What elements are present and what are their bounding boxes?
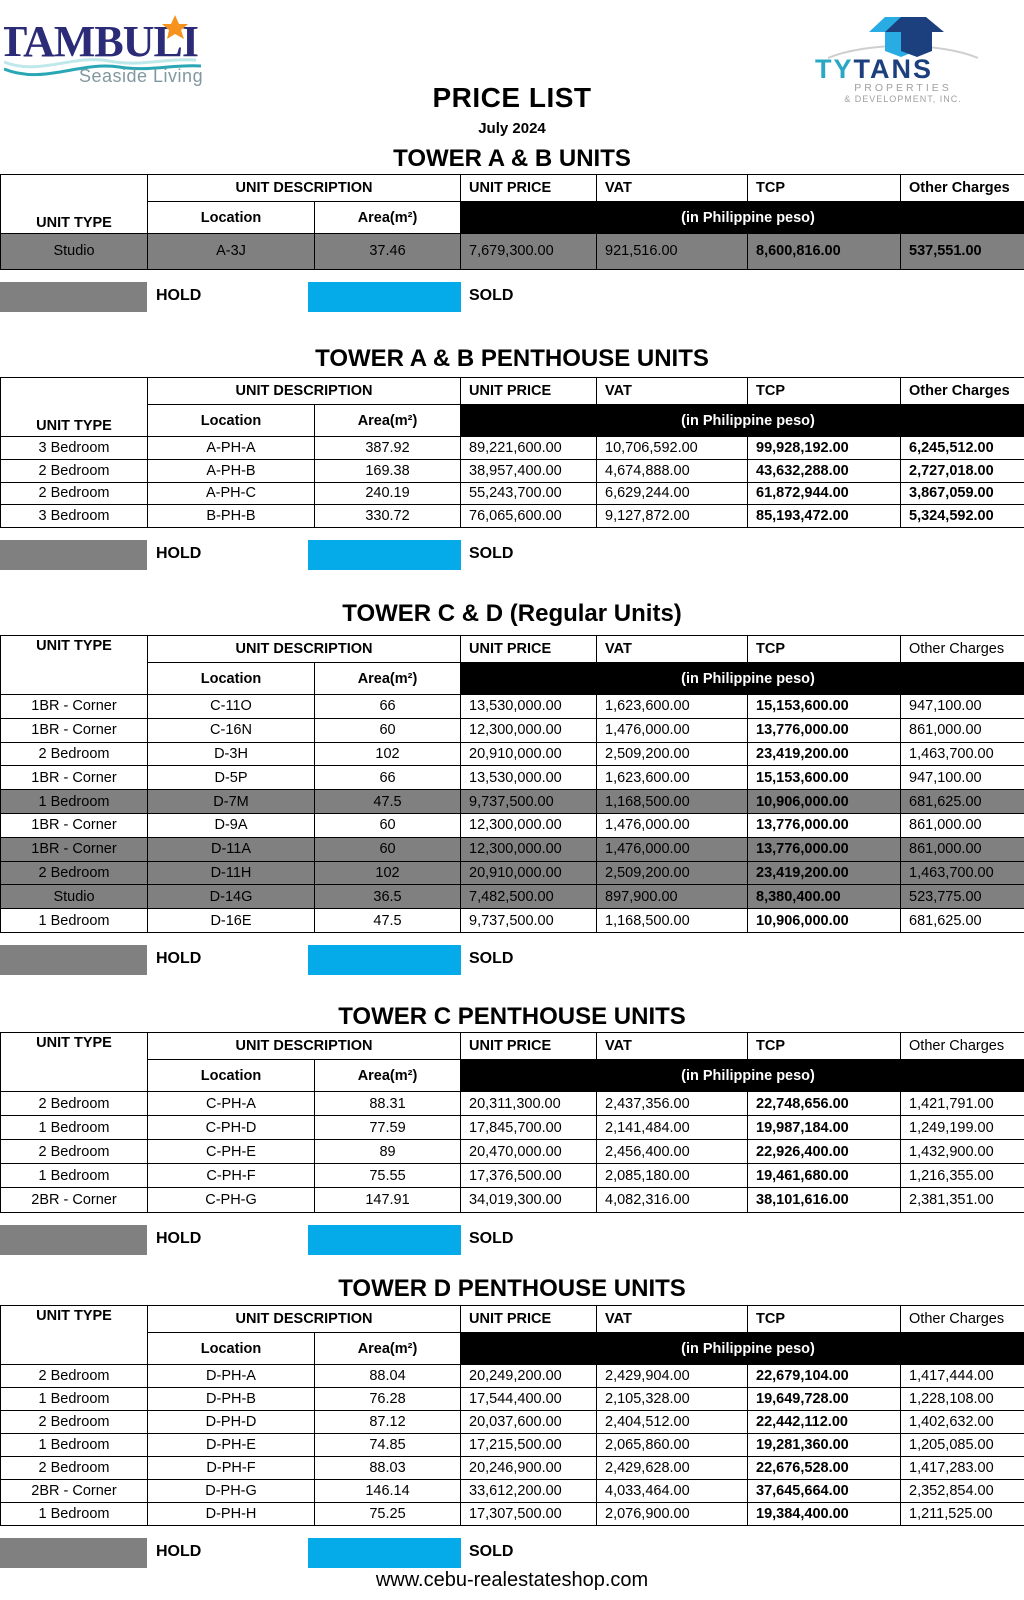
- svg-text:TYTANS: TYTANS: [815, 54, 933, 84]
